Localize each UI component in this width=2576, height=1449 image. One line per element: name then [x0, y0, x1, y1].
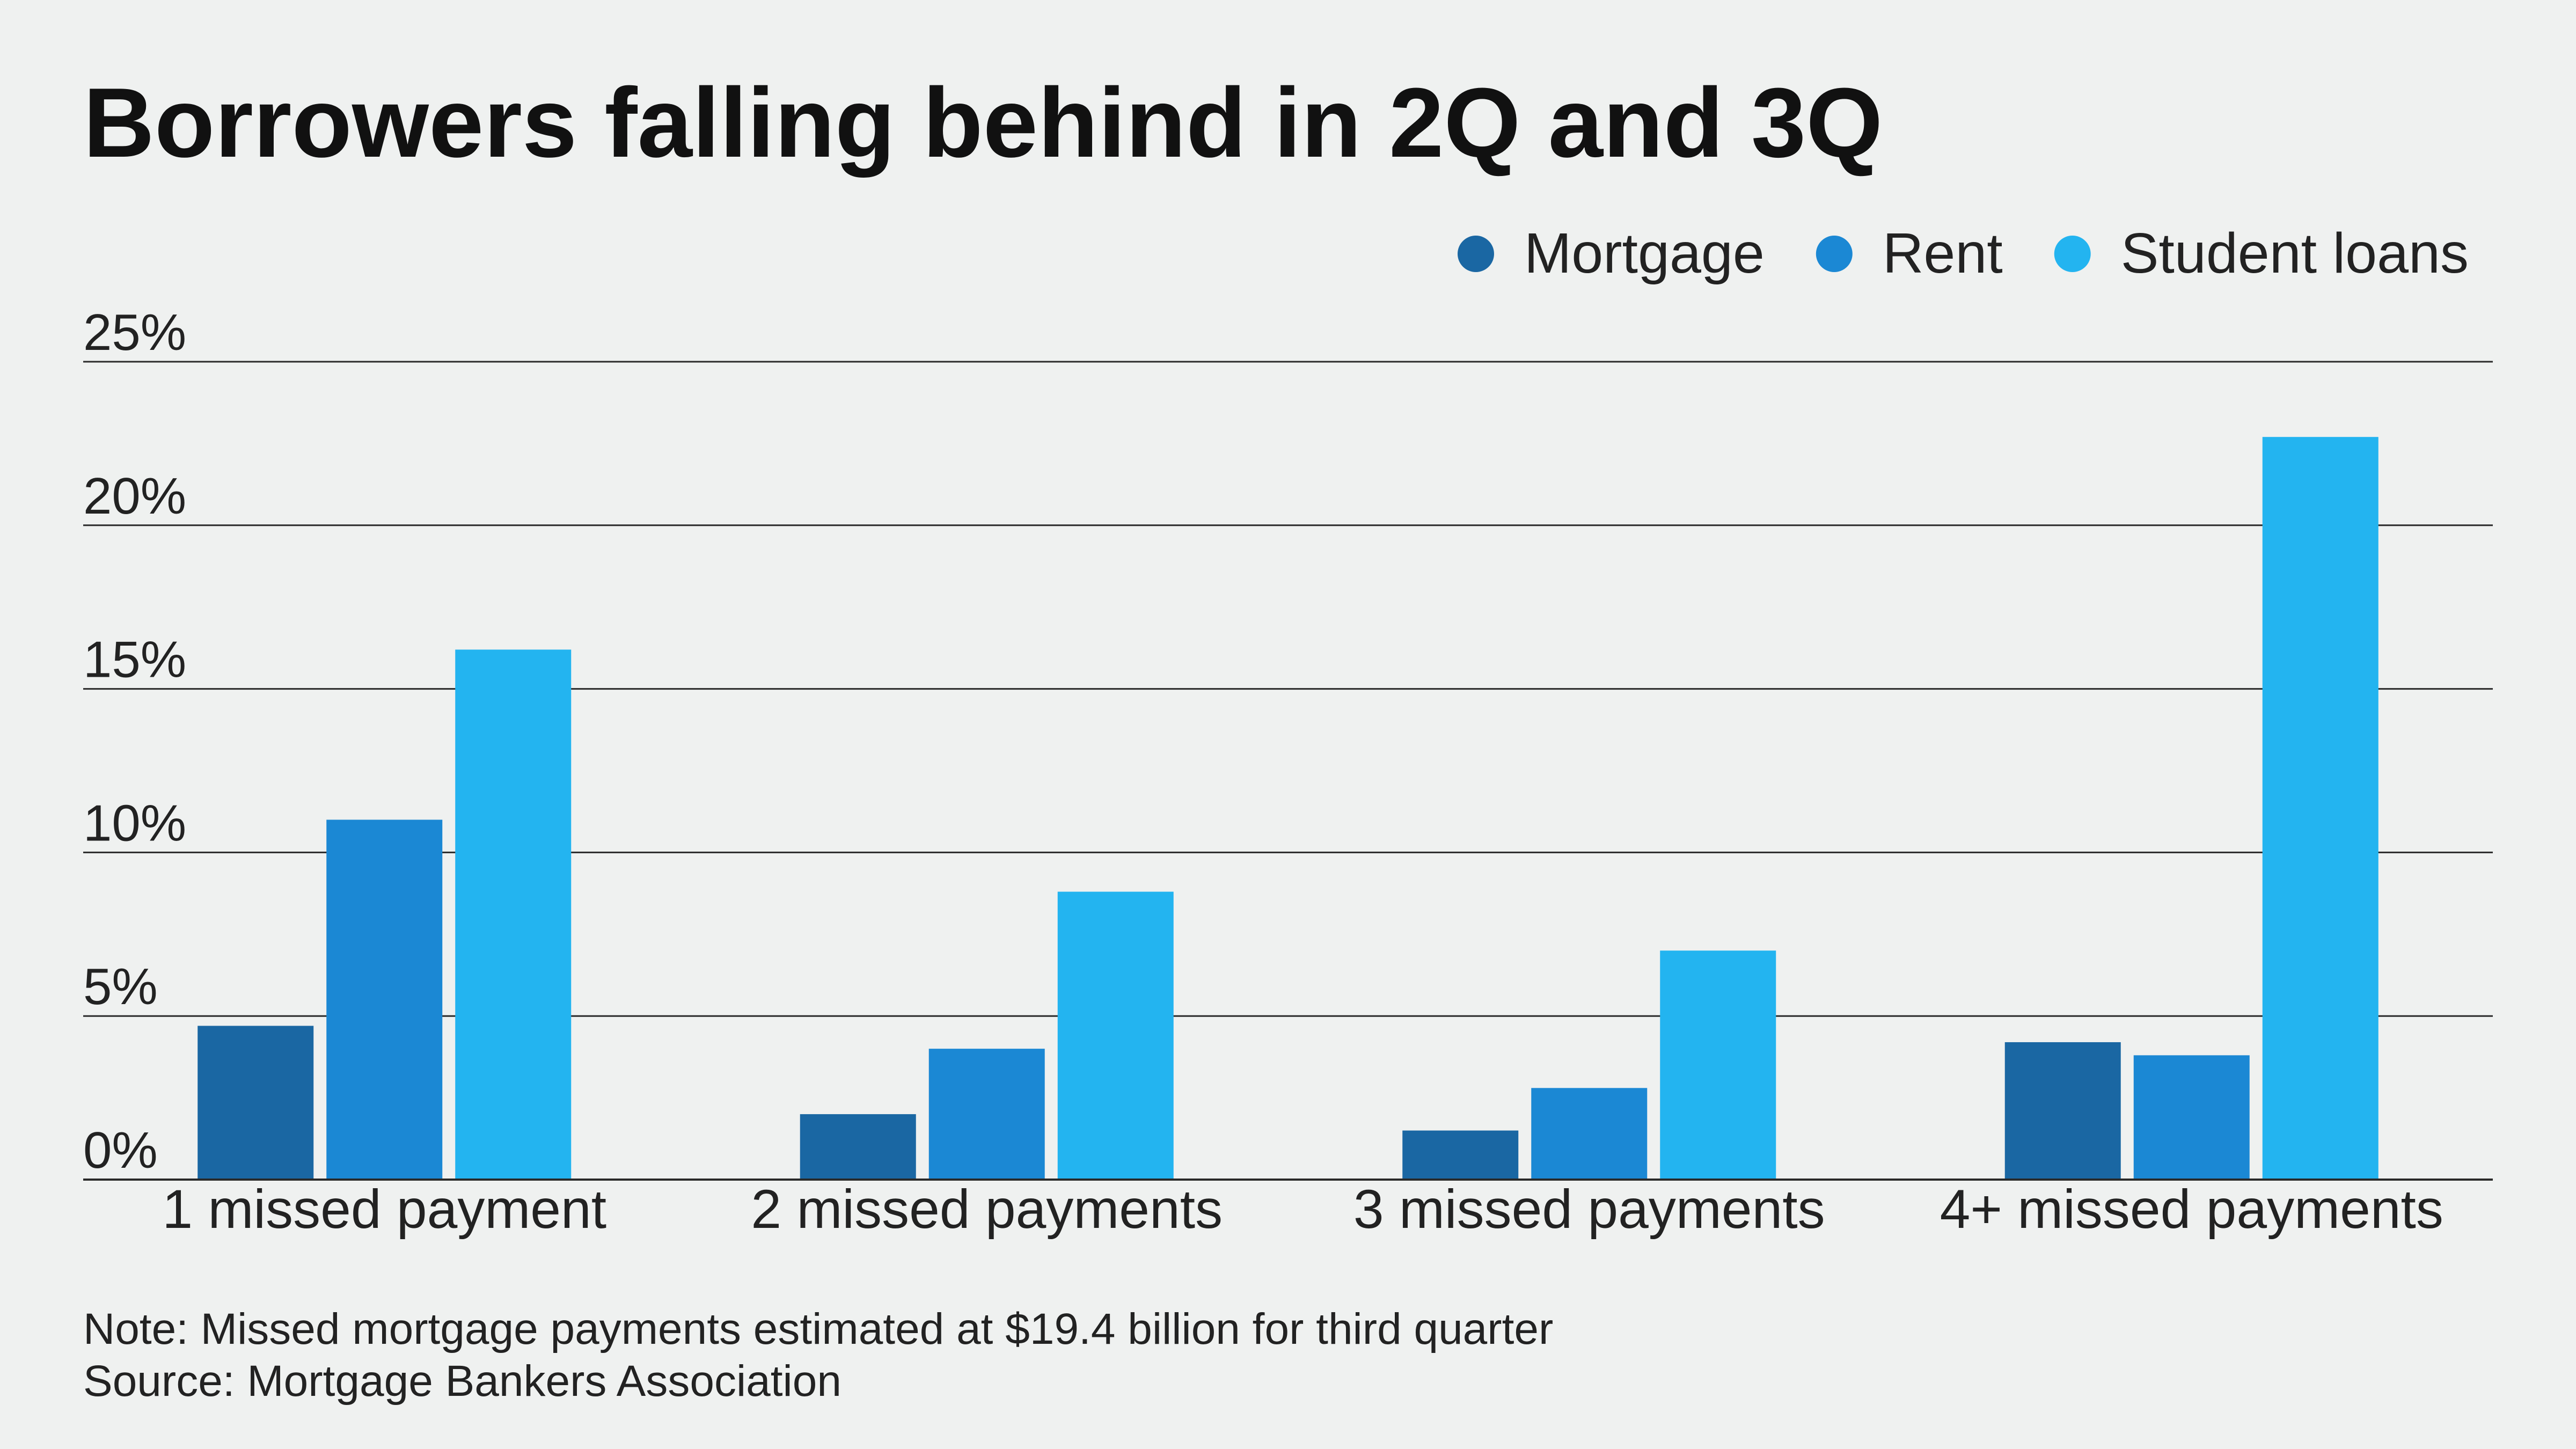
bars	[197, 437, 2379, 1180]
legend-label: Student loans	[2121, 222, 2469, 285]
bar-student-loans	[1057, 891, 1174, 1180]
legend-item: Student loans	[2054, 222, 2469, 285]
chart-note: Note: Missed mortgage payments estimated…	[83, 1305, 1553, 1353]
x-category-label: 3 missed payments	[1353, 1179, 1825, 1240]
gridlines	[83, 361, 2493, 1017]
y-axis-ticks: 0% 5% 10% 15% 20% 25%	[83, 304, 186, 1179]
y-tick-label: 15%	[83, 631, 186, 689]
bar-rent	[326, 819, 443, 1180]
y-tick-label: 25%	[83, 304, 186, 361]
legend-item: Mortgage	[1458, 222, 1765, 285]
x-category-label: 2 missed payments	[751, 1179, 1223, 1240]
bar-mortgage	[1402, 1130, 1519, 1180]
x-category-label: 1 missed payment	[162, 1179, 606, 1240]
legend-label: Mortgage	[1524, 222, 1765, 285]
bar-student-loans	[2262, 437, 2379, 1180]
bar-rent	[928, 1049, 1045, 1180]
x-axis-categories: 1 missed payment 2 missed payments 3 misse…	[162, 1179, 2443, 1240]
legend-label: Rent	[1883, 222, 2003, 285]
bar-student-loans	[1660, 950, 1776, 1180]
bar-mortgage	[800, 1114, 916, 1180]
legend-swatch	[1458, 236, 1494, 272]
chart-source: Source: Mortgage Bankers Association	[83, 1357, 841, 1406]
legend-item: Rent	[1816, 222, 2003, 285]
legend: Mortgage Rent Student loans	[1458, 222, 2469, 285]
y-tick-label: 5%	[83, 958, 158, 1015]
y-tick-label: 20%	[83, 467, 186, 525]
chart-title: Borrowers falling behind in 2Q and 3Q	[83, 67, 1883, 178]
legend-swatch	[2054, 236, 2091, 272]
y-tick-label: 0%	[83, 1122, 158, 1179]
bar-student-loans	[455, 649, 572, 1180]
bar-rent	[2133, 1055, 2250, 1180]
bar-rent	[1531, 1088, 1648, 1180]
y-tick-label: 10%	[83, 794, 186, 852]
bar-mortgage	[197, 1026, 314, 1180]
x-category-label: 4+ missed payments	[1940, 1179, 2443, 1240]
legend-swatch	[1816, 236, 1853, 272]
bar-mortgage	[2004, 1042, 2121, 1180]
